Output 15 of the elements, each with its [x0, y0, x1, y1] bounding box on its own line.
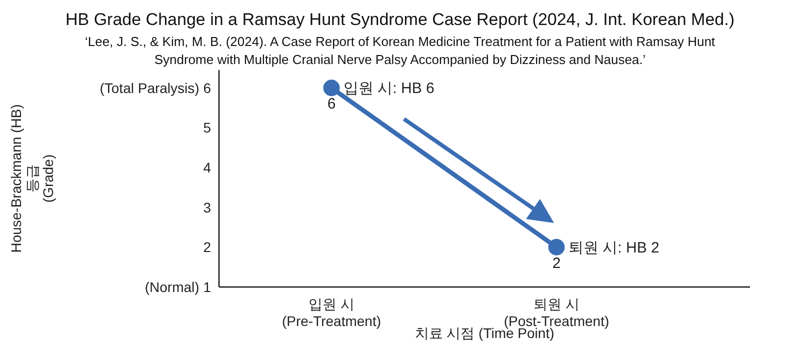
- y-tick-label: 3: [203, 199, 212, 216]
- y-tick-label: 4: [203, 160, 212, 176]
- x-tick-label: 입원 시 (Pre-Treatment): [282, 296, 382, 329]
- x-tick-label: 퇴원 시 (Post-Treatment): [504, 296, 610, 329]
- y-axis-title: House-Brackmann (HB) 등급 (Grade): [8, 104, 56, 253]
- annotation: 퇴원 시: HB 2: [568, 240, 660, 257]
- data-label: 2: [552, 254, 561, 272]
- chart-subtitle: ‘Lee, J. S., & Kim, M. B. (2024). A Case Report of Korean Medicine Treatment for a Patient with Ramsay Hunt Syndrome with Multiple Cranial Nerve Palsy Accompanied by Dizziness and Nausea.’: [84, 33, 716, 69]
- data-label: 6: [327, 96, 336, 113]
- chart-title: HB Grade Change in a Ramsay Hunt Syndrome Case Report (2024, J. Int. Korean Med.): [64, 10, 736, 30]
- y-tick-label: (Normal) 1: [144, 278, 212, 295]
- y-tick-label: (Total Paralysis) 6: [100, 80, 212, 96]
- y-tick-label: 2: [203, 239, 212, 256]
- annotation: 입원 시: HB 6: [344, 80, 434, 98]
- y-tick-label: 5: [203, 120, 212, 136]
